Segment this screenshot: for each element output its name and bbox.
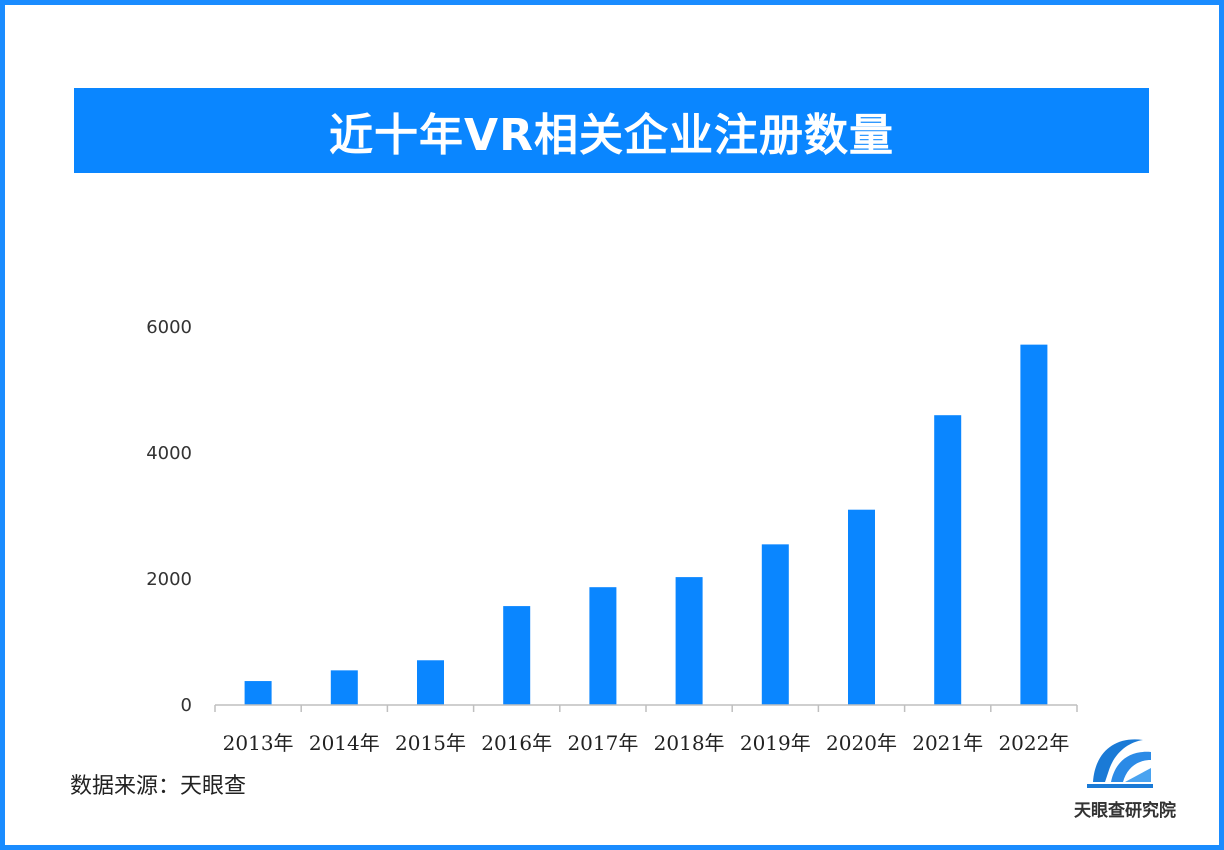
x-tick-label: 2017年 bbox=[567, 731, 638, 755]
bar-2015年 bbox=[417, 660, 444, 705]
bar-2021年 bbox=[934, 415, 962, 705]
x-tick-label: 2014年 bbox=[309, 731, 380, 755]
page-title: 近十年VR相关企业注册数量 bbox=[329, 109, 894, 161]
x-tick-label: 2015年 bbox=[395, 731, 466, 755]
y-tick-label: 0 bbox=[181, 695, 192, 716]
x-tick-label: 2019年 bbox=[740, 731, 811, 755]
bar-2019年 bbox=[761, 544, 789, 705]
x-tick-label: 2021年 bbox=[912, 731, 983, 755]
bar-2018年 bbox=[675, 577, 703, 705]
y-tick-label: 6000 bbox=[146, 317, 192, 338]
x-tick-label: 2020年 bbox=[826, 731, 897, 755]
x-tick-label: 2022年 bbox=[998, 731, 1069, 755]
x-tick-label: 2018年 bbox=[654, 731, 725, 755]
x-tick-label: 2016年 bbox=[481, 731, 552, 755]
bar-2022年 bbox=[1020, 344, 1048, 705]
title-banner: 近十年VR相关企业注册数量 bbox=[74, 88, 1149, 173]
data-source-label: 数据来源：天眼查 bbox=[70, 774, 247, 799]
x-tick-label: 2013年 bbox=[223, 731, 294, 755]
bar-2016年 bbox=[503, 606, 531, 705]
bar-2014年 bbox=[330, 670, 358, 705]
logo-text: 天眼查研究院 bbox=[1074, 801, 1176, 821]
tianyancha-logo-icon bbox=[1087, 739, 1153, 788]
bar-2017年 bbox=[589, 587, 617, 705]
y-tick-label: 4000 bbox=[146, 443, 192, 464]
brand-logo: 天眼查研究院 bbox=[1060, 730, 1190, 825]
bar-2020年 bbox=[848, 509, 875, 705]
y-tick-label: 2000 bbox=[146, 569, 192, 590]
bar-2013年 bbox=[244, 681, 272, 705]
